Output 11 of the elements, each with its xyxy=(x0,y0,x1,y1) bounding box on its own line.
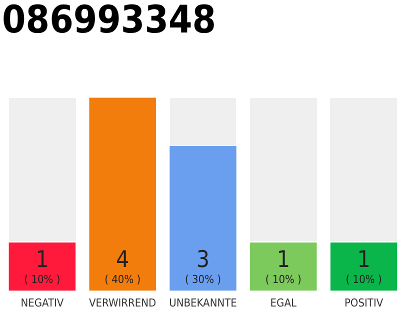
x-tick-label: UNBEKANNTE xyxy=(169,296,237,310)
x-tick-label: POSITIV xyxy=(344,296,384,310)
data-label: 3 ( 30% ) xyxy=(184,246,222,286)
x-tick-label: NEGATIV xyxy=(20,296,64,310)
data-label: 1 ( 10% ) xyxy=(24,246,60,286)
data-label: 1 ( 10% ) xyxy=(265,246,302,286)
chart-title: 086993348 xyxy=(2,0,216,42)
x-tick-label: VERWIRREND xyxy=(89,296,157,310)
data-label: 4 ( 40% ) xyxy=(104,246,141,286)
x-tick-label: EGAL xyxy=(270,296,297,310)
data-label: 1 ( 10% ) xyxy=(346,246,382,286)
